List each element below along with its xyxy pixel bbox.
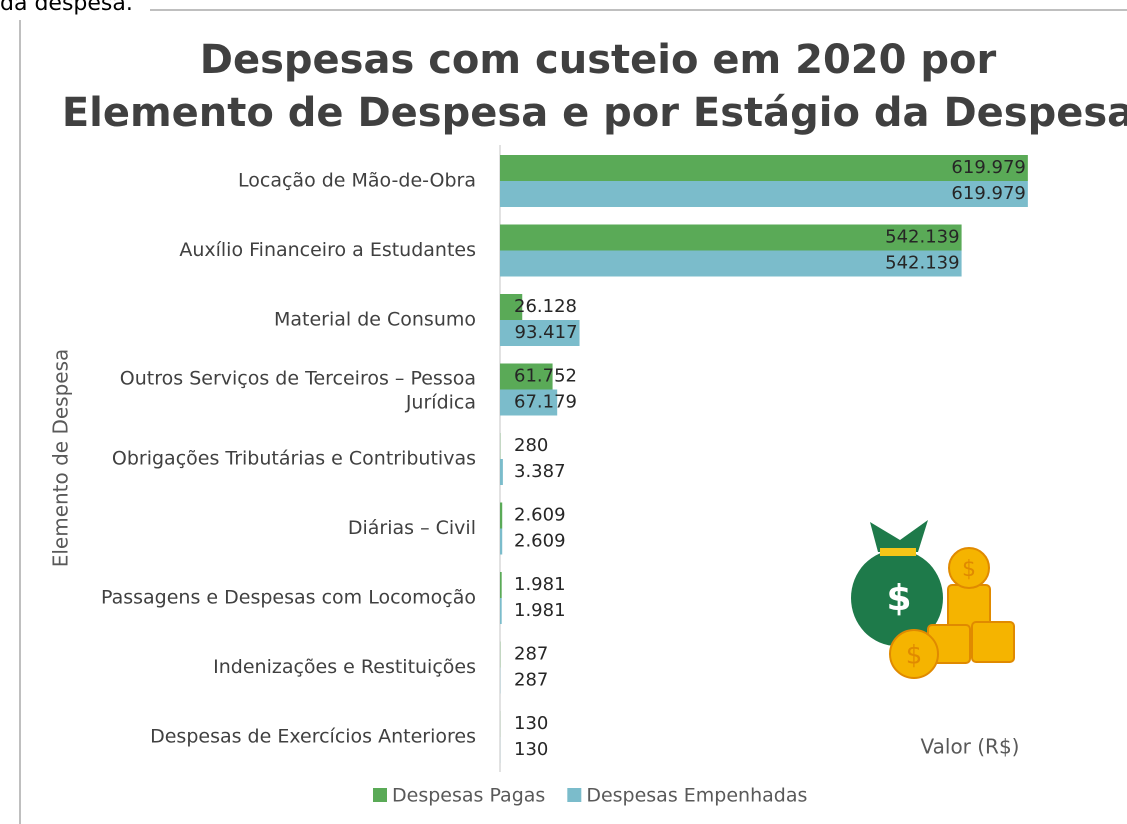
data-label: 542.139	[885, 227, 959, 248]
x-axis-label: Valor (R$)	[921, 735, 1020, 759]
bar	[500, 181, 1028, 207]
svg-text:$: $	[906, 641, 923, 671]
data-label: 619.979	[951, 183, 1025, 204]
data-label: 2.609	[514, 531, 566, 552]
svg-text:$: $	[962, 557, 976, 582]
bar	[500, 389, 558, 416]
data-label: 130	[514, 739, 548, 760]
bar	[500, 572, 502, 598]
legend-swatch	[567, 788, 582, 802]
bar	[500, 294, 523, 320]
bar	[500, 320, 580, 346]
bar	[500, 459, 503, 485]
legend-label: Despesas Empenhadas	[586, 785, 807, 807]
y-tick-label: Despesas de Exercícios Anteriores	[150, 726, 476, 748]
svg-text:$: $	[886, 578, 911, 619]
y-tick-label: Material de Consumo	[274, 309, 476, 331]
data-label: 1.981	[514, 600, 566, 621]
data-label: 542.139	[885, 253, 959, 274]
data-label: 280	[514, 435, 548, 456]
bar	[500, 598, 502, 624]
data-label: 287	[514, 670, 548, 691]
caption: da despesa.	[0, 0, 133, 16]
data-label: 619.979	[951, 157, 1025, 178]
y-axis-label: Elemento de Despesa	[49, 349, 73, 568]
y-tick-label: Auxílio Financeiro a Estudantes	[179, 239, 476, 261]
legend-label: Despesas Pagas	[392, 785, 545, 807]
frame	[19, 9, 1127, 824]
data-label: 1.981	[514, 574, 566, 595]
data-label: 61.752	[514, 366, 577, 387]
data-label: 287	[514, 644, 548, 665]
data-label: 26.128	[514, 296, 577, 317]
bar	[500, 224, 962, 251]
bar	[500, 502, 503, 529]
y-tick-label: Obrigações Tributárias e Contributivas	[112, 448, 476, 470]
data-label: 67.179	[514, 392, 577, 413]
y-tick-label: Locação de Mão-de-Obra	[238, 170, 476, 192]
bar	[500, 250, 962, 277]
data-label: 93.417	[515, 322, 578, 343]
legend-swatch	[373, 788, 387, 802]
bar	[500, 155, 1028, 181]
bar	[500, 363, 553, 390]
data-label: 2.609	[514, 505, 566, 526]
money-icon: $ $ $	[851, 520, 1015, 679]
y-tick-label: Diárias – Civil	[348, 517, 476, 539]
y-tick-label: Outros Serviços de Terceiros – Pessoa Jur…	[120, 367, 476, 413]
bar	[500, 528, 503, 555]
chart-title: Despesas com custeio em 2020 por Elemento…	[62, 37, 1127, 136]
y-tick-label: Passagens e Despesas com Locomoção	[101, 587, 476, 609]
data-label: 130	[514, 713, 548, 734]
data-label: 3.387	[514, 461, 566, 482]
y-tick-label: Indenizações e Restituições	[213, 656, 476, 678]
